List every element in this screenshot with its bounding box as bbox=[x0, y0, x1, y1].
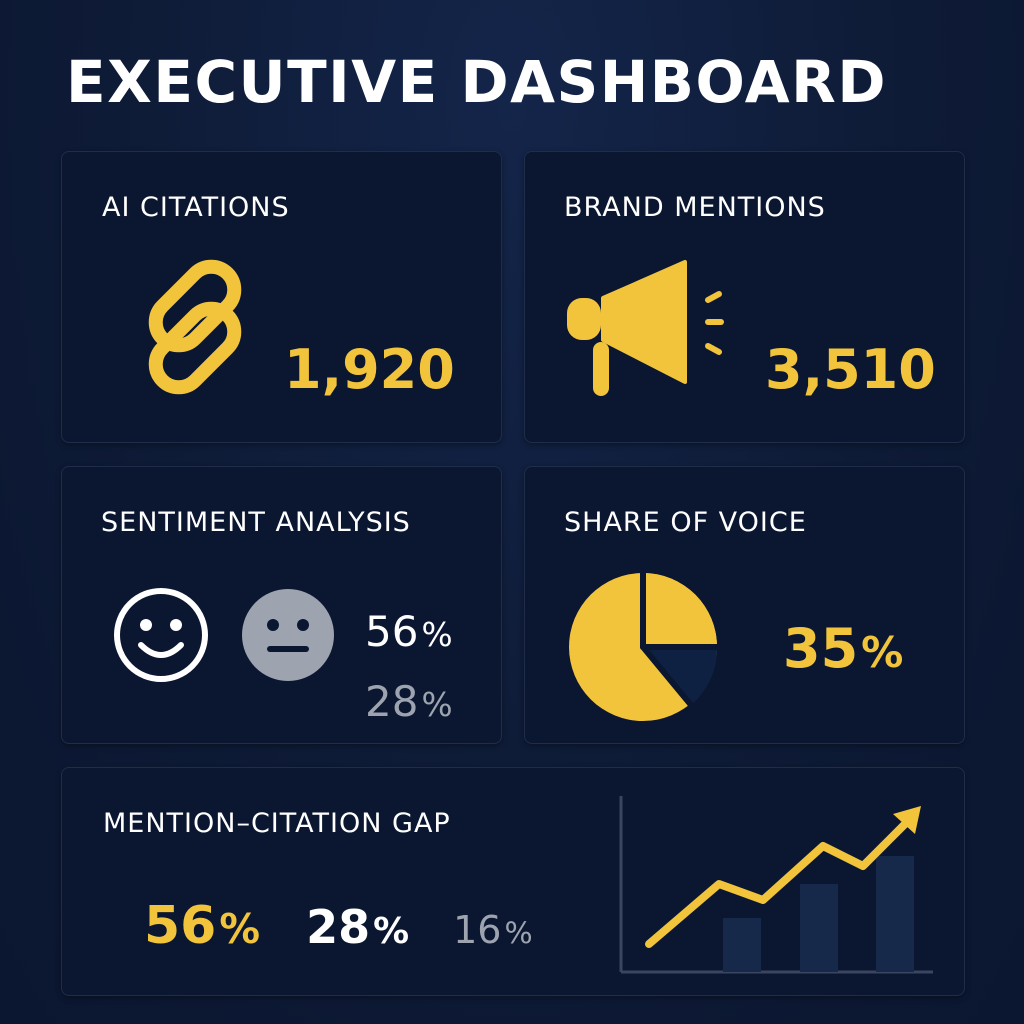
brand-mentions-card[interactable]: BRAND MENTIONS 3,510 bbox=[524, 151, 965, 443]
sentiment-neutral: 28% bbox=[365, 677, 453, 726]
share-of-voice-title: SHARE OF VOICE bbox=[564, 507, 807, 538]
sentiment-positive-value: 56 bbox=[365, 607, 419, 656]
sentiment-title: SENTIMENT ANALYSIS bbox=[101, 507, 411, 538]
megaphone-icon bbox=[567, 260, 724, 396]
ai-citations-card[interactable]: AI CITATIONS 1,920 bbox=[61, 151, 502, 443]
gap-value-secondary: 28% bbox=[306, 900, 425, 954]
gap-value-primary-unit: % bbox=[219, 905, 261, 953]
neutral-face-icon bbox=[242, 589, 334, 681]
page-title: EXECUTIVE DASHBOARD bbox=[66, 48, 887, 116]
share-of-voice-number: 35 bbox=[783, 617, 859, 680]
gap-card[interactable]: MENTION–CITATION GAP 56% 28% 16% bbox=[61, 767, 965, 996]
share-of-voice-unit: % bbox=[861, 628, 904, 677]
gap-title: MENTION–CITATION GAP bbox=[103, 808, 451, 839]
smiley-face-icon bbox=[114, 588, 208, 682]
sentiment-card[interactable]: SENTIMENT ANALYSIS 56% 28% bbox=[61, 466, 502, 744]
ai-citations-value: 1,920 bbox=[284, 338, 455, 401]
gap-value-primary-number: 56 bbox=[144, 896, 217, 956]
pie-chart-icon bbox=[569, 570, 720, 721]
gap-value-primary: 56% bbox=[144, 896, 278, 956]
share-of-voice-value: 35% bbox=[783, 617, 903, 680]
gap-value-tertiary: 16% bbox=[453, 908, 533, 952]
trend-chart-icon bbox=[619, 796, 933, 974]
gap-value-secondary-number: 28 bbox=[306, 900, 371, 954]
sentiment-neutral-unit: % bbox=[421, 686, 453, 724]
gap-values: 56% 28% 16% bbox=[144, 896, 533, 956]
brand-mentions-title: BRAND MENTIONS bbox=[564, 192, 826, 223]
gap-value-tertiary-number: 16 bbox=[453, 908, 502, 952]
sentiment-neutral-value: 28 bbox=[365, 677, 419, 726]
chain-link-icon bbox=[148, 259, 242, 395]
ai-citations-title: AI CITATIONS bbox=[102, 192, 290, 223]
sentiment-positive-unit: % bbox=[421, 616, 453, 654]
share-of-voice-card[interactable]: SHARE OF VOICE 35% bbox=[524, 466, 965, 744]
gap-value-secondary-unit: % bbox=[373, 911, 410, 952]
brand-mentions-value: 3,510 bbox=[765, 338, 936, 401]
sentiment-positive: 56% bbox=[365, 607, 453, 656]
gap-value-tertiary-unit: % bbox=[504, 915, 533, 950]
